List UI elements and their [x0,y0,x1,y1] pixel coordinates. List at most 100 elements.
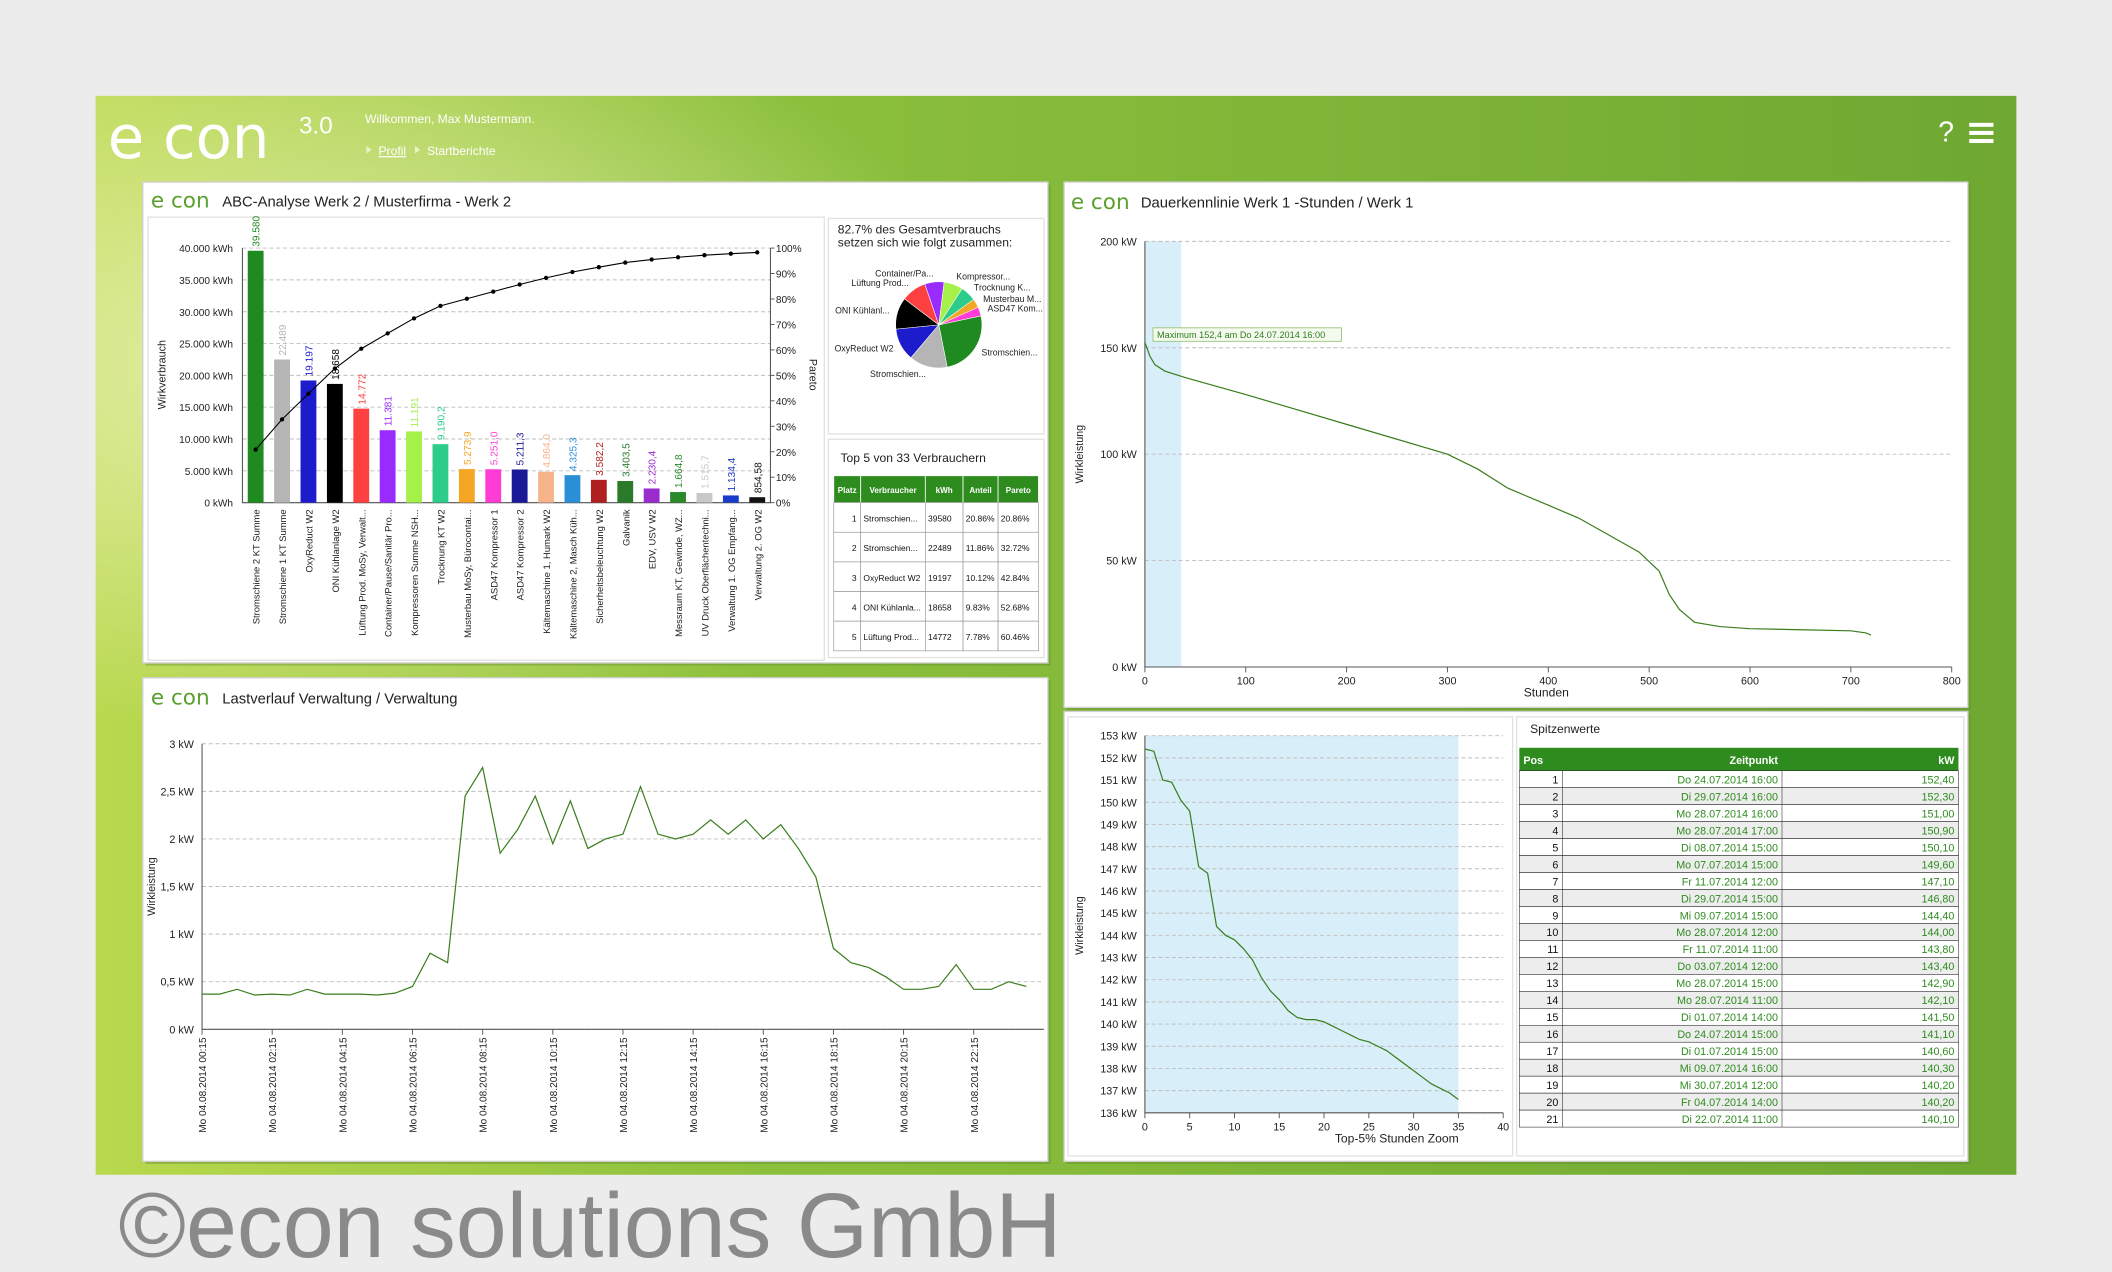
table-cell [925,531,964,563]
x-tick-label: ASD47 Kompressor 2 [515,509,526,600]
y-tick-label: 144 kW [1100,930,1137,942]
annotation-box [1152,327,1342,342]
pareto-point [702,253,707,258]
table-cell-text: 6 [1552,859,1558,871]
table-cell-text: 143,40 [1921,961,1954,973]
table-cell-text: 14772 [928,632,952,642]
table-cell-text: Do 24.07.2014 15:00 [1677,1029,1778,1041]
value-label: 2.230,4 [648,450,659,484]
table-cell-text: 140,60 [1921,1046,1954,1058]
reports-link[interactable]: Startberichte [427,144,496,158]
table-cell-text: 60.46% [1001,632,1030,642]
value-label: 1.664,8 [674,454,685,488]
table-cell [860,620,926,652]
value-label: 3.582,2 [595,442,606,476]
panel-load [142,677,1049,1162]
table-header: kW [1938,755,1955,767]
table-cell [833,620,862,652]
x-tick-label: Mo 04.08.2014 22:15 [970,1037,981,1133]
pareto-point [411,316,417,321]
table-cell-text: 16 [1546,1029,1558,1041]
y-tick-label: 2,5 kW [160,786,194,798]
table-cell-text: 18658 [928,602,952,612]
x-tick-label: Verwaltung 2. OG W2 [752,509,763,600]
table-cell-text: Di 01.07.2014 15:00 [1681,1046,1778,1058]
table-header: Anteil [969,486,991,495]
y-tick-label: 35.000 kWh [179,276,233,287]
y-tick-label: 147 kW [1100,864,1137,876]
menu-button[interactable] [1969,122,1994,144]
table-cell-text: Fr 11.07.2014 11:00 [1683,944,1778,956]
value-label: 3.403,5 [621,443,632,477]
table-cell-text: Di 22.07.2014 11:00 [1682,1114,1778,1126]
y-tick-label: 146 kW [1100,886,1137,898]
table-cell-text: 140,20 [1921,1097,1954,1109]
x-tick-label: 0 [1142,1121,1148,1133]
table-cell-text: 2 [1552,791,1558,803]
table-cell-text: Mi 30.07.2014 12:00 [1680,1080,1778,1092]
x-tick-label: 20 [1318,1121,1330,1133]
y-tick-label: 40.000 kWh [179,244,233,255]
table-cell-text: Do 03.07.2014 12:00 [1677,961,1778,973]
pie-slice [938,315,983,368]
highlight-range [1144,735,1459,1113]
table-cell [997,591,1039,622]
table-cell-text: Do 24.07.2014 16:00 [1677,774,1778,786]
pareto-point [306,391,311,396]
x-tick-label: 25 [1363,1121,1375,1133]
x-tick-label: 35 [1452,1121,1464,1133]
annotation: Maximum 152,4 am Do 24.07.2014 16:00 [1157,330,1325,340]
y-tick-label: 0 kWh [204,499,233,510]
pareto-point [464,296,470,301]
table-cell [997,531,1039,563]
table-cell [962,591,999,622]
x-tick-label: ASD47 Kompressor 1 [488,509,499,600]
x-tick-label: 0 [1142,675,1148,687]
table-cell-text: 141,50 [1921,1012,1954,1024]
table-cell-text: Fr 04.07.2014 14:00 [1681,1097,1778,1109]
table-cell-text: 10.12% [966,573,995,583]
table-cell-text: ONI Kühlanla... [863,602,920,612]
table-cell-text: 9 [1552,910,1558,922]
bar [696,493,713,503]
table-cell-text: 1 [852,514,857,524]
y2-axis-label: Pareto [807,359,819,391]
table-cell-text: 39580 [928,514,952,524]
panel-duration [1063,181,1969,709]
table-cell-text: 52.68% [1001,602,1030,612]
table-cell-text: 22489 [928,543,952,553]
y-tick-label: 136 kW [1100,1108,1137,1120]
y-tick-label: 137 kW [1100,1086,1137,1098]
pie-label: Stromschien... [982,348,1038,358]
table-cell-text: 42.84% [1001,573,1030,583]
table-cell-text: 12 [1546,961,1558,973]
y-tick-label: 100 kW [1100,449,1137,461]
table-cell-text: 142,10 [1921,995,1954,1007]
x-tick-label: 600 [1741,675,1759,687]
table-cell-text: 9.83% [966,602,990,612]
axis [1144,735,1504,1114]
pareto-point [675,255,681,260]
table-cell-text: 19 [1546,1080,1558,1092]
x-tick-label: Mo 04.08.2014 04:15 [338,1037,349,1133]
y-axis-label: Wirkverbrauch [157,340,169,409]
table-cell-text: Stromschien... [863,514,917,524]
help-button[interactable]: ? [1938,116,1954,148]
x-tick-label: 100 [1237,675,1255,687]
profile-link[interactable]: Profil [378,144,406,158]
bar [300,380,317,503]
table-cell-text: Stromschien... [863,543,917,553]
table-cell [997,502,1039,533]
pie-label: ONI Kühlanl... [835,306,889,316]
table-header: Pos [1523,755,1543,767]
y-axis-label: Wirkleistung [1074,425,1086,484]
bar [564,475,581,503]
pie-title-box: 82.7% des Gesamtverbrauchs setzen sich w… [838,222,1013,249]
x-tick-label: 15 [1273,1121,1285,1133]
pareto-point [279,417,285,422]
x-tick-label: 5 [1187,1121,1193,1133]
data-line [1144,342,1872,636]
x-tick-label: Kältemaschine 1, Humark W2 [541,509,552,633]
